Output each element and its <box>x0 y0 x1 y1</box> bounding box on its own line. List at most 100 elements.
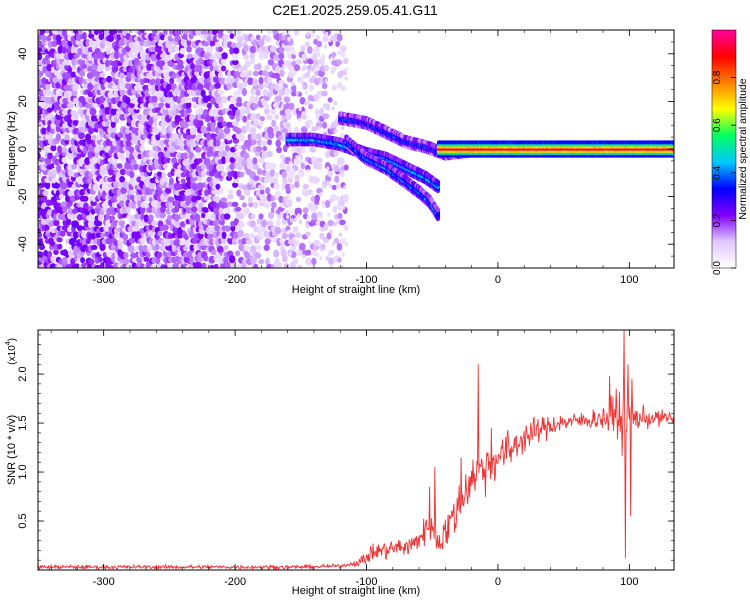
spectrogram-cell <box>161 172 167 178</box>
spectrogram-cell <box>44 181 51 190</box>
spectrogram-cell <box>46 89 52 96</box>
spectrogram-cell <box>169 77 175 85</box>
spectrogram-cell <box>298 159 302 165</box>
spectrogram-cell <box>311 33 315 38</box>
spectrogram-cell <box>310 53 314 58</box>
spectrogram-cell <box>78 132 85 140</box>
spectrogram-cell <box>167 196 175 203</box>
spectrogram-cell <box>50 122 57 129</box>
spectrogram-cell <box>77 47 84 55</box>
spectrogram-cell <box>122 194 128 200</box>
spectrogram-cell <box>340 84 347 92</box>
spectrogram-cell <box>123 252 129 259</box>
spectrogram-cell <box>263 244 270 251</box>
spectrogram-cell <box>81 195 89 202</box>
spectrogram-cell <box>324 78 328 84</box>
spectrogram-cell <box>198 107 204 115</box>
spectrogram-cell <box>316 253 320 258</box>
spectrogram-cell <box>151 256 157 265</box>
spectrogram-cell <box>331 241 335 247</box>
spectrogram-cell <box>53 182 61 189</box>
spectrogram-cell <box>197 157 203 164</box>
spectrogram-cell <box>252 157 258 165</box>
spectrogram-cell <box>306 168 310 174</box>
spectrogram-cell <box>273 177 278 185</box>
spectrogram-cell <box>328 183 333 188</box>
spectrogram-cell <box>123 258 130 265</box>
spectrogram-cell <box>276 146 283 154</box>
spectrogram-cell <box>258 232 264 239</box>
spectrogram-cell <box>64 59 71 66</box>
spectrogram-cell <box>337 50 341 56</box>
spectrogram-cell <box>300 45 305 50</box>
spectrogram-cell <box>288 127 292 133</box>
spectrogram-cell <box>226 133 233 141</box>
spectrogram-cell <box>249 45 257 54</box>
spectrogram-cell <box>290 50 294 55</box>
spectrogram-cell <box>334 175 340 183</box>
figure-title: C2E1.2025.259.05.41.G11 <box>272 2 438 18</box>
spectrogram-cell <box>159 53 167 59</box>
spectrogram-cell <box>256 168 263 176</box>
spectrogram-cell <box>234 206 242 212</box>
spectrogram-cell <box>40 217 48 226</box>
spectrogram-cell <box>56 34 62 42</box>
spectrogram-cell <box>113 227 119 235</box>
spectrogram-cell <box>335 255 339 260</box>
spectrogram-cell <box>93 34 101 41</box>
spectrogram-cell <box>138 244 144 252</box>
spectrogram-cell <box>90 208 96 215</box>
spectrogram-cell <box>128 102 136 109</box>
spectrogram-cell <box>230 42 237 49</box>
spectrogram-cell <box>139 119 145 125</box>
spectrogram-cell <box>94 264 101 268</box>
spectrogram-cell <box>257 120 264 126</box>
spectrogram-cell <box>93 30 100 36</box>
spectrogram-cell <box>71 89 78 97</box>
spectrogram-cell <box>159 212 166 219</box>
spectrogram-cell <box>339 169 343 174</box>
spectrogram-cell <box>280 106 284 111</box>
spectrogram-cell <box>107 34 115 42</box>
spectrogram-cell <box>148 181 156 190</box>
spectrogram-cell <box>340 264 344 268</box>
spectrogram-cell <box>298 242 306 251</box>
spectrogram-cell <box>62 205 68 214</box>
spectrogram-cell <box>281 128 289 134</box>
spectrogram-cell <box>280 85 284 90</box>
spectrogram-cell <box>67 163 73 172</box>
spectrogram-cell <box>118 220 125 227</box>
spectrogram-cell <box>296 215 300 220</box>
spectrogram-cell <box>302 254 306 259</box>
spectrogram-cell <box>74 263 80 268</box>
spectrogram-cell <box>50 144 57 152</box>
spectrogram-cell <box>89 107 97 116</box>
spectrogram-cell <box>316 35 320 40</box>
spectrogram-cell <box>214 82 221 89</box>
spectrogram-cell <box>333 150 339 157</box>
spectrogram-cell <box>70 213 78 220</box>
spectrogram-cell <box>319 192 323 197</box>
spectrogram-cell <box>72 119 80 126</box>
spectrogram-cell <box>313 164 317 170</box>
spectrogram-cell <box>56 237 63 243</box>
spectrogram-cell <box>231 52 239 61</box>
spectrogram-cell <box>290 239 294 244</box>
spectrogram-cell <box>281 238 285 243</box>
spectrogram-cell <box>150 220 158 227</box>
spectrogram-cell <box>266 114 273 121</box>
spectrogram-cell <box>292 229 296 235</box>
spectrogram-cell <box>282 137 286 142</box>
spectrogram-cell <box>316 40 322 48</box>
spectrogram-cell <box>185 107 192 114</box>
spectrogram-cell <box>306 249 312 256</box>
spectrogram-cell <box>237 220 245 228</box>
spectrogram-cell <box>256 62 262 71</box>
spectrogram-cell <box>194 146 202 153</box>
spectrogram-cell <box>279 69 285 77</box>
spectrogram-cell <box>127 245 135 254</box>
spectrogram-cell <box>281 43 285 48</box>
spectrogram-cell <box>212 60 218 67</box>
spectrogram-cell <box>221 120 227 128</box>
spectrogram-cell <box>326 180 330 186</box>
